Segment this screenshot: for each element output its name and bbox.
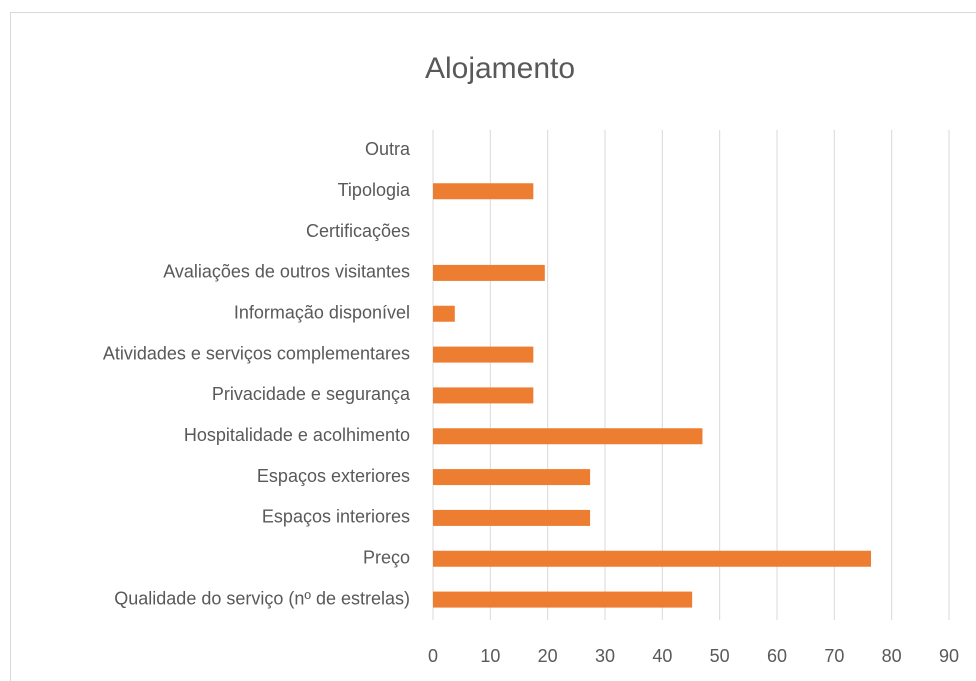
y-tick-label: Espaços exteriores bbox=[257, 466, 410, 486]
y-tick-label: Espaços interiores bbox=[262, 507, 410, 527]
y-tick-label: Avaliações de outros visitantes bbox=[163, 262, 410, 282]
bar bbox=[433, 428, 703, 445]
bar bbox=[433, 509, 591, 526]
x-tick-label: 20 bbox=[538, 646, 558, 666]
y-tick-label: Qualidade do serviço (nº de estrelas) bbox=[114, 588, 410, 608]
bar bbox=[433, 591, 693, 608]
x-tick-label: 50 bbox=[710, 646, 730, 666]
x-tick-label: 30 bbox=[595, 646, 615, 666]
y-tick-label: Preço bbox=[363, 548, 410, 568]
y-tick-label: Hospitalidade e acolhimento bbox=[184, 425, 410, 445]
bar bbox=[433, 550, 872, 567]
y-tick-label: Certificações bbox=[306, 221, 410, 241]
x-tick-label: 70 bbox=[824, 646, 844, 666]
bar bbox=[433, 387, 534, 404]
y-tick-label: Privacidade e segurança bbox=[212, 384, 411, 404]
chart-title: Alojamento bbox=[425, 52, 575, 85]
bar bbox=[433, 305, 455, 322]
x-tick-label: 60 bbox=[767, 646, 787, 666]
x-tick-label: 80 bbox=[882, 646, 902, 666]
bar bbox=[433, 469, 591, 486]
bar bbox=[433, 183, 534, 200]
y-tick-label: Atividades e serviços complementares bbox=[103, 343, 410, 363]
x-tick-label: 40 bbox=[652, 646, 672, 666]
x-tick-label: 10 bbox=[480, 646, 500, 666]
bar bbox=[433, 264, 545, 281]
bar bbox=[433, 346, 534, 363]
y-tick-label: Outra bbox=[365, 139, 411, 159]
x-tick-label: 0 bbox=[428, 646, 438, 666]
y-tick-label: Tipologia bbox=[338, 180, 411, 200]
x-tick-label: 90 bbox=[939, 646, 959, 666]
y-tick-label: Informação disponível bbox=[234, 303, 410, 323]
